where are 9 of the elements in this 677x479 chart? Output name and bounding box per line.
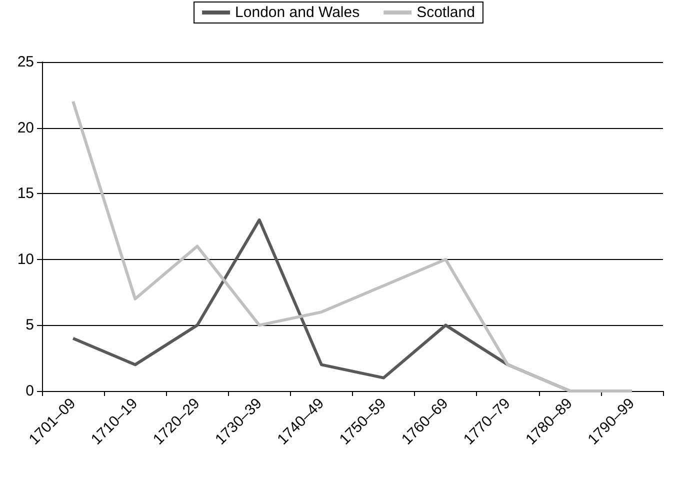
legend-label: Scotland bbox=[416, 4, 475, 21]
y-tick-label: 0 bbox=[26, 382, 34, 400]
legend-label: London and Wales bbox=[235, 4, 360, 21]
line-series bbox=[72, 100, 634, 392]
y-tick-label: 10 bbox=[17, 250, 34, 268]
y-tick-label: 15 bbox=[17, 185, 34, 202]
y-tick-label: 5 bbox=[26, 316, 34, 334]
y-tick-label: 25 bbox=[17, 54, 34, 70]
y-tick-label: 20 bbox=[17, 119, 34, 136]
